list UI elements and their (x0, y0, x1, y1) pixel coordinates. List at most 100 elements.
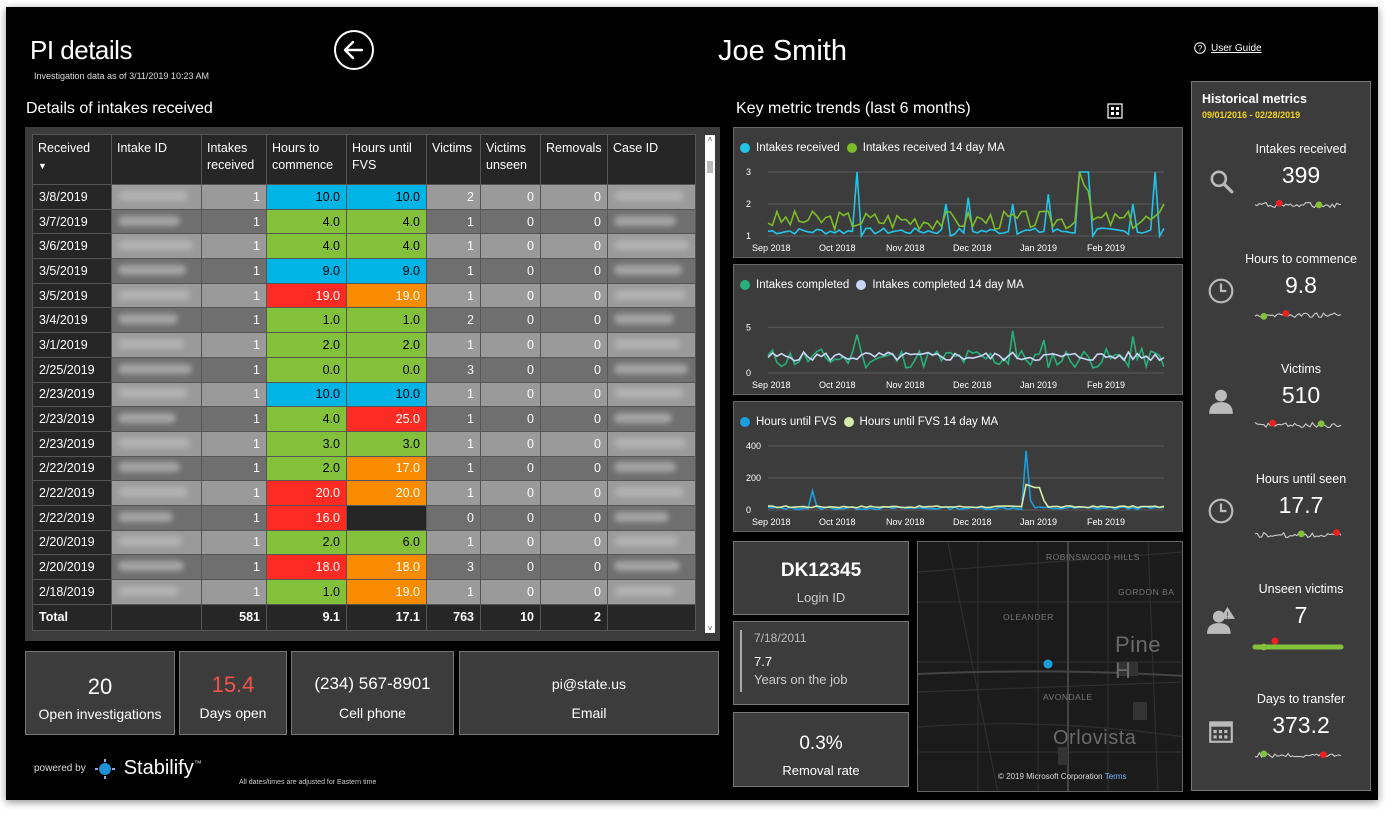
table-scrollbar[interactable]: ˄ ˅ (705, 135, 715, 633)
column-header-intakes-received[interactable]: Intakes received (201, 134, 267, 185)
table-row[interactable]: 3/7/2019 1 4.0 4.0 1 0 0 (32, 208, 696, 235)
user-guide-link[interactable]: ? User Guide (1194, 42, 1262, 54)
column-header-victims[interactable]: Victims (426, 134, 481, 185)
removals-cell: 0 (540, 233, 608, 260)
removals-cell: 0 (540, 480, 608, 506)
scrollbar-thumb[interactable] (707, 161, 713, 173)
x-tick-label: Oct 2018 (819, 517, 856, 527)
hours-until-fvs-cell: 9.0 (346, 258, 427, 284)
person-icon (1209, 389, 1233, 414)
metric-value: 510 (1281, 382, 1321, 408)
map-terms-link[interactable]: Terms (1104, 772, 1127, 781)
user-guide-label[interactable]: User Guide (1211, 42, 1262, 54)
hours-until-fvs-cell: 2.0 (346, 332, 427, 358)
table-row[interactable]: 2/23/2019 1 10.0 10.0 1 0 0 (32, 381, 696, 408)
trend-chart-2[interactable]: Intakes completed Intakes completed 14 da… (733, 264, 1183, 395)
chart-legend: Intakes completed Intakes completed 14 da… (740, 279, 1027, 291)
hours-until-fvs-cell: 20.0 (346, 480, 427, 506)
redacted-value (118, 190, 188, 201)
redacted-value (118, 338, 184, 349)
tenure-label: Years on the job (754, 672, 848, 687)
table-row[interactable]: 3/8/2019 1 10.0 10.0 2 0 0 (32, 184, 696, 210)
column-header-received[interactable]: Received ▼ (32, 134, 112, 185)
login-id-label: Login ID (796, 590, 846, 605)
redacted-value (614, 585, 675, 596)
redacted-value (614, 289, 686, 300)
redacted-value (614, 413, 672, 424)
hours-to-commence-cell: 19.0 (266, 282, 347, 309)
intake-id-cell (111, 554, 202, 580)
metric-value: 9.8 (1285, 272, 1317, 298)
removals-cell: 0 (540, 406, 608, 432)
hours-until-fvs-cell: 4.0 (346, 208, 427, 235)
redacted-value (118, 536, 182, 547)
email-label: Email (571, 705, 607, 721)
column-header-hours-until-fvs[interactable]: Hours until FVS (346, 134, 427, 185)
cell-phone-card: (234) 567-8901 Cell phone (291, 651, 454, 735)
sparkline-high-marker (1282, 310, 1290, 317)
victims-cell: 1 (426, 480, 481, 506)
table-row[interactable]: 2/18/2019 1 1.0 19.0 1 0 0 (32, 579, 696, 605)
total-intakes: 581 (201, 603, 267, 631)
intakes-received-cell: 1 (201, 258, 267, 284)
column-header-hours-to-commence[interactable]: Hours to commence (266, 134, 347, 185)
y-tick-label: 1 (746, 231, 751, 241)
scroll-up-icon[interactable]: ˄ (707, 135, 713, 144)
hours-to-commence-cell: 10.0 (266, 184, 347, 210)
table-row[interactable]: 2/22/2019 1 20.0 20.0 1 0 0 (32, 480, 696, 506)
table-row[interactable]: 2/23/2019 1 4.0 25.0 1 0 0 (32, 406, 696, 432)
open-investigations-card: 20 Open investigations (25, 651, 175, 735)
brand-name: Stabilify (123, 757, 194, 779)
hours-to-commence-cell: 3.0 (266, 430, 347, 457)
removal-rate-card: 0.3% Removal rate (733, 712, 909, 787)
cell-phone-value[interactable]: (234) 567-8901 (314, 674, 431, 693)
trend-chart-3[interactable]: Hours until FVS Hours until FVS 14 day MA… (733, 401, 1183, 532)
back-arrow-icon[interactable] (333, 29, 375, 71)
x-tick-label: Feb 2019 (1087, 243, 1125, 253)
case-id-cell (607, 184, 696, 210)
victims-cell: 1 (426, 529, 481, 556)
table-row[interactable]: 2/20/2019 1 2.0 6.0 1 0 0 (32, 529, 696, 556)
help-icon: ? (1194, 42, 1206, 54)
trend-chart-1[interactable]: Intakes received Intakes received 14 day … (733, 127, 1183, 258)
table-row[interactable]: 3/5/2019 1 9.0 9.0 1 0 0 (32, 258, 696, 284)
redacted-value (614, 388, 684, 399)
table-row[interactable]: 3/1/2019 1 2.0 2.0 1 0 0 (32, 332, 696, 358)
hours-to-commence-cell: 18.0 (266, 554, 347, 580)
table-row[interactable]: 3/6/2019 1 4.0 4.0 1 0 0 (32, 233, 696, 260)
table-row[interactable]: 3/5/2019 1 19.0 19.0 1 0 0 (32, 282, 696, 309)
intake-id-cell (111, 258, 202, 284)
location-map[interactable]: ROBINSWOOD HILLS GORDON BA OLEANDER Pine… (917, 541, 1183, 792)
hours-to-commence-cell: 1.0 (266, 579, 347, 605)
legend-label: Hours until FVS 14 day MA (859, 416, 999, 428)
victims-unseen-cell: 0 (480, 307, 541, 334)
table-row[interactable]: 2/25/2019 1 0.0 0.0 3 0 0 (32, 356, 696, 383)
received-date-cell: 3/4/2019 (32, 307, 112, 334)
case-id-cell (607, 554, 696, 580)
scroll-down-icon[interactable]: ˅ (707, 624, 713, 633)
table-row[interactable]: 2/20/2019 1 18.0 18.0 3 0 0 (32, 554, 696, 580)
email-value[interactable]: pi@state.us (551, 676, 627, 692)
map-roads (918, 542, 1182, 791)
table-row[interactable]: 3/4/2019 1 1.0 1.0 2 0 0 (32, 307, 696, 334)
focus-mode-icon[interactable] (1107, 103, 1123, 119)
victims-unseen-cell: 0 (480, 480, 541, 506)
table-row[interactable]: 2/22/2019 1 2.0 17.0 1 0 0 (32, 455, 696, 482)
column-header-victims-unseen[interactable]: Victims unseen (480, 134, 541, 185)
removals-cell: 0 (540, 184, 608, 210)
historical-metric: Hours to commence 9.8 (1192, 252, 1372, 362)
column-header-removals[interactable]: Removals (540, 134, 608, 185)
y-tick-label: 3 (746, 167, 751, 177)
column-header-intake-id[interactable]: Intake ID (111, 134, 202, 185)
victims-cell: 1 (426, 282, 481, 309)
sparkline-high-marker (1319, 751, 1327, 759)
x-tick-label: Sep 2018 (752, 380, 791, 390)
map-label-avondale: AVONDALE (1043, 692, 1093, 702)
column-header-case-id[interactable]: Case ID (607, 134, 696, 185)
hours-to-commence-cell: 16.0 (266, 504, 347, 531)
case-id-cell (607, 480, 696, 506)
x-tick-label: Nov 2018 (886, 517, 925, 527)
removals-cell: 0 (540, 455, 608, 482)
table-row[interactable]: 2/23/2019 1 3.0 3.0 1 0 0 (32, 430, 696, 457)
table-row[interactable]: 2/22/2019 1 16.0 0 0 0 (32, 504, 696, 531)
